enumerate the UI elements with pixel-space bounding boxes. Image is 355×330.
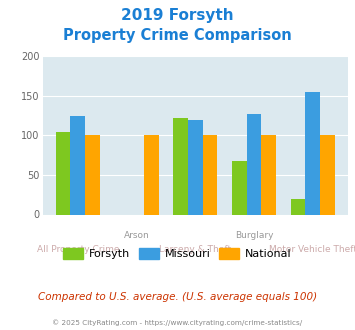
Bar bbox=[261, 135, 276, 214]
Text: Arson: Arson bbox=[124, 231, 149, 240]
Bar bbox=[188, 120, 203, 214]
Text: Compared to U.S. average. (U.S. average equals 100): Compared to U.S. average. (U.S. average … bbox=[38, 292, 317, 302]
Bar bbox=[173, 118, 188, 214]
Bar bbox=[232, 161, 247, 215]
Text: All Property Crime: All Property Crime bbox=[37, 245, 119, 254]
Bar bbox=[85, 135, 100, 214]
Bar bbox=[71, 115, 85, 214]
Text: Property Crime Comparison: Property Crime Comparison bbox=[63, 28, 292, 43]
Text: Larceny & Theft: Larceny & Theft bbox=[159, 245, 231, 254]
Text: Motor Vehicle Theft: Motor Vehicle Theft bbox=[269, 245, 355, 254]
Bar bbox=[320, 135, 335, 214]
Bar bbox=[291, 199, 305, 214]
Bar bbox=[247, 114, 261, 214]
Text: © 2025 CityRating.com - https://www.cityrating.com/crime-statistics/: © 2025 CityRating.com - https://www.city… bbox=[53, 319, 302, 326]
Text: Burglary: Burglary bbox=[235, 231, 273, 240]
Bar bbox=[203, 135, 217, 214]
Bar bbox=[56, 132, 71, 214]
Text: 2019 Forsyth: 2019 Forsyth bbox=[121, 8, 234, 23]
Bar bbox=[144, 135, 159, 214]
Bar bbox=[305, 92, 320, 214]
Legend: Forsyth, Missouri, National: Forsyth, Missouri, National bbox=[59, 244, 296, 263]
